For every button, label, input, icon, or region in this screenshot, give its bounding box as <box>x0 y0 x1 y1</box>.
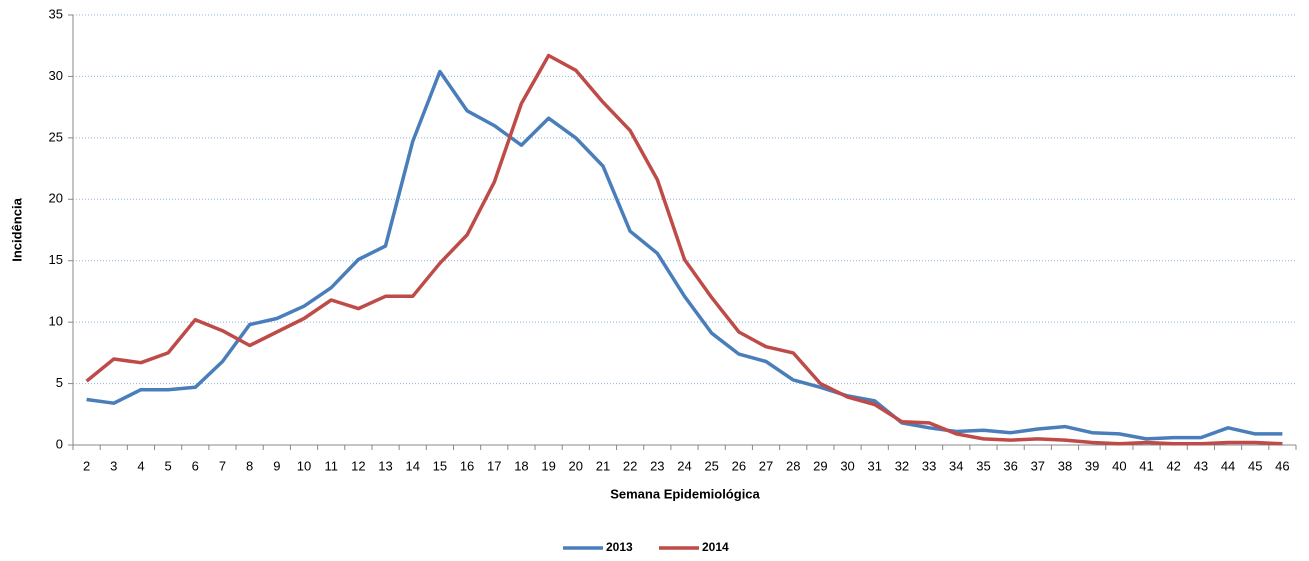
x-tick-label: 36 <box>1003 458 1017 473</box>
x-tick-label: 27 <box>759 458 773 473</box>
x-tick-label: 30 <box>840 458 854 473</box>
x-tick-label: 31 <box>868 458 882 473</box>
x-tick-label: 2 <box>83 458 90 473</box>
x-tick-label: 40 <box>1112 458 1126 473</box>
x-tick-label: 39 <box>1085 458 1099 473</box>
x-tick-label: 25 <box>704 458 718 473</box>
x-tick-label: 5 <box>165 458 172 473</box>
y-axis-label: Incidência <box>9 197 24 261</box>
y-tick-label: 5 <box>56 375 63 390</box>
legend-label: 2013 <box>606 540 633 554</box>
y-tick-label: 15 <box>49 252 63 267</box>
x-tick-label: 42 <box>1166 458 1180 473</box>
x-tick-label: 18 <box>514 458 528 473</box>
x-tick-label: 6 <box>192 458 199 473</box>
x-tick-label: 37 <box>1031 458 1045 473</box>
x-tick-label: 3 <box>110 458 117 473</box>
y-tick-label: 35 <box>49 6 63 21</box>
y-tick-label: 25 <box>49 129 63 144</box>
x-tick-label: 13 <box>378 458 392 473</box>
x-tick-label: 14 <box>405 458 419 473</box>
y-tick-label: 20 <box>49 191 63 206</box>
x-tick-label: 45 <box>1248 458 1262 473</box>
x-tick-label: 22 <box>623 458 637 473</box>
x-tick-label: 28 <box>786 458 800 473</box>
x-tick-label: 43 <box>1194 458 1208 473</box>
y-tick-label: 30 <box>49 68 63 83</box>
x-tick-label: 23 <box>650 458 664 473</box>
x-tick-label: 17 <box>487 458 501 473</box>
x-tick-label: 8 <box>246 458 253 473</box>
x-tick-label: 34 <box>949 458 963 473</box>
legend-label: 2014 <box>702 540 729 554</box>
x-tick-label: 46 <box>1275 458 1289 473</box>
x-tick-label: 9 <box>273 458 280 473</box>
x-tick-label: 7 <box>219 458 226 473</box>
x-tick-label: 11 <box>324 458 338 473</box>
x-tick-label: 12 <box>351 458 365 473</box>
x-tick-label: 32 <box>895 458 909 473</box>
x-tick-label: 38 <box>1058 458 1072 473</box>
x-tick-label: 41 <box>1139 458 1153 473</box>
line-series <box>85 53 1283 446</box>
x-tick-label: 33 <box>922 458 936 473</box>
x-tick-label: 21 <box>596 458 610 473</box>
x-tick-label: 35 <box>976 458 990 473</box>
x-tick-label: 24 <box>677 458 691 473</box>
y-tick-label: 10 <box>49 314 63 329</box>
x-tick-label: 15 <box>433 458 447 473</box>
x-tick-label: 16 <box>460 458 474 473</box>
y-tick-label: 0 <box>56 436 63 451</box>
x-tick-label: 20 <box>569 458 583 473</box>
x-tick-label: 44 <box>1221 458 1235 473</box>
x-tick-label: 26 <box>732 458 746 473</box>
x-tick-label: 4 <box>137 458 144 473</box>
line-series <box>86 69 1283 441</box>
x-tick-label: 19 <box>541 458 555 473</box>
x-tick-label: 10 <box>297 458 311 473</box>
x-tick-label: 29 <box>813 458 827 473</box>
x-axis-label: Semana Epidemiológica <box>610 486 760 501</box>
